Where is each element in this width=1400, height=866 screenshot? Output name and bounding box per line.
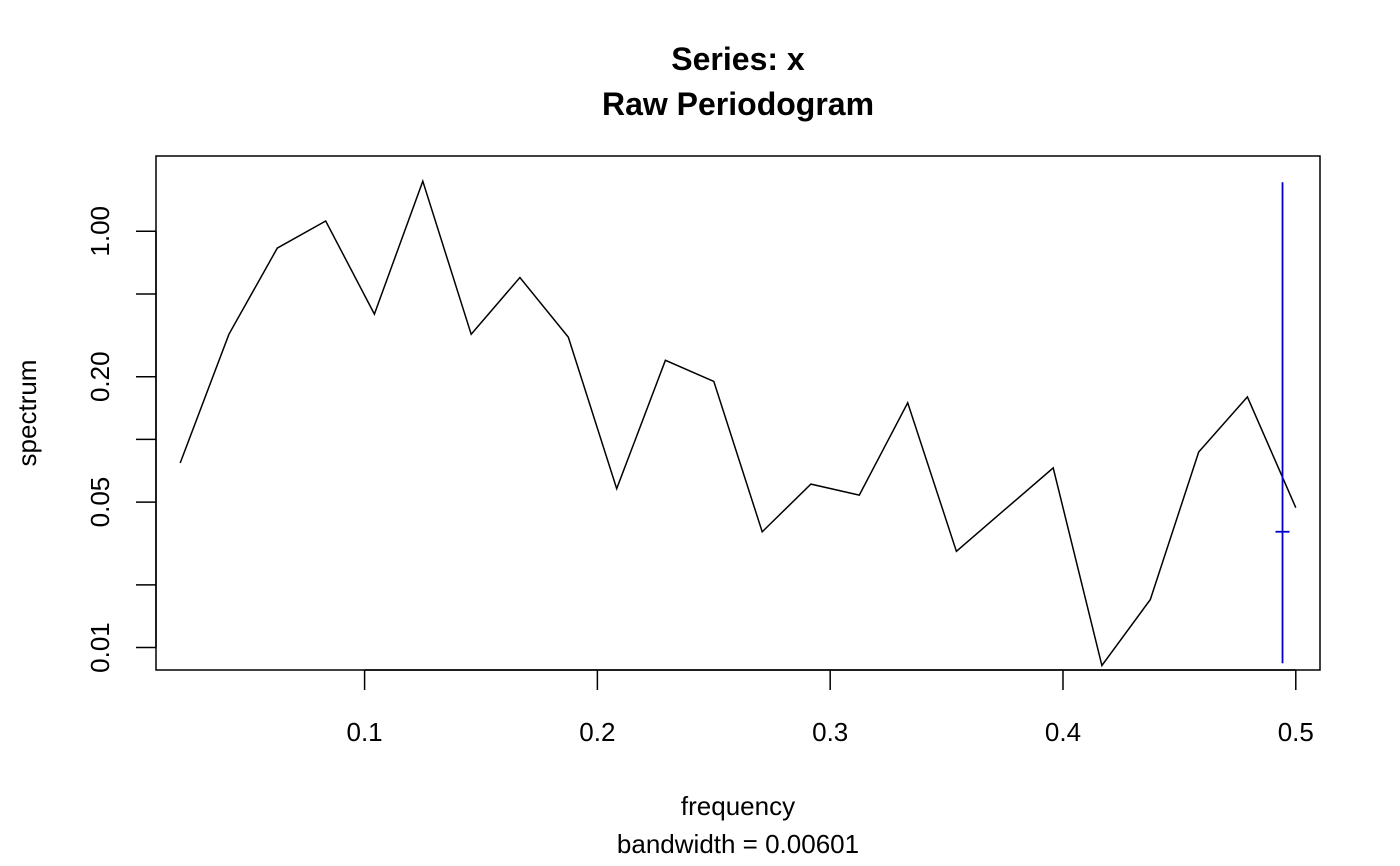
chart-title: Series: x [671, 41, 805, 77]
x-tick-label: 0.3 [812, 717, 848, 747]
y-tick-label: 0.20 [85, 351, 115, 402]
x-tick-label: 0.5 [1278, 717, 1314, 747]
x-tick-label: 0.4 [1045, 717, 1081, 747]
chart-subtitle: Raw Periodogram [602, 86, 874, 122]
confidence-bar [1275, 182, 1290, 664]
y-axis: 0.01 0.05 0.20 1.00 [85, 206, 157, 673]
x-tick-label: 0.1 [347, 717, 383, 747]
x-tick-label: 0.2 [579, 717, 615, 747]
x-axis: 0.1 0.2 0.3 0.4 0.5 [347, 669, 1314, 747]
y-tick-label: 1.00 [85, 206, 115, 257]
y-axis-label: spectrum [12, 360, 42, 467]
series-layer [179, 178, 1297, 668]
x-axis-label: frequency [681, 791, 795, 821]
periodogram-line [179, 178, 1297, 668]
x-axis-sublabel: bandwidth = 0.00601 [617, 829, 859, 859]
y-tick-label: 0.01 [85, 622, 115, 673]
plot-frame [155, 155, 1321, 671]
y-tick-label: 0.05 [85, 477, 115, 528]
